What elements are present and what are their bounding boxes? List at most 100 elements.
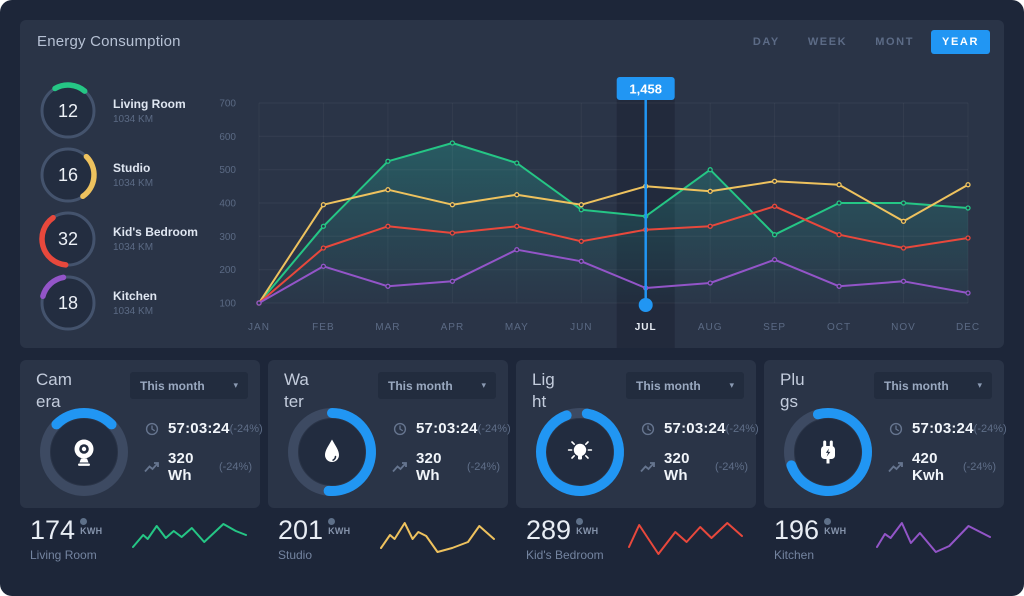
card-stats: 57:03:24 (-24%) 320 Wh (-24%) [640, 420, 759, 497]
svg-text:NOV: NOV [891, 322, 916, 333]
room-totals: 174 KWH Living Room 201 KWH [20, 516, 1004, 562]
plug-icon [821, 440, 835, 464]
total-studio: 201 KWH Studio [268, 516, 508, 562]
clock-icon [889, 422, 903, 435]
kwh-value: 201 [278, 514, 324, 545]
stat-row: 320 Wh (-24%) [392, 450, 500, 484]
period-dropdown[interactable]: This month ▾ [874, 372, 992, 399]
gauge-row-kids-bedroom: 32 Kid's Bedroom 1034 KM [37, 207, 198, 271]
svg-text:FEB: FEB [312, 322, 334, 333]
card-stats: 57:03:24 (-24%) 420 Kwh (-24%) [888, 420, 1007, 497]
card-title: Plu gs [780, 370, 805, 412]
svg-text:32: 32 [58, 229, 78, 249]
kwh-value: 174 [30, 514, 76, 545]
room-gauges: 12 Living Room 1034 KM 16 Studio 1034 KM [37, 79, 198, 335]
energy-line-chart[interactable]: 100 200 300 400 500 600 700 JAN FEB MAR APR MAY JUN J… [20, 20, 1004, 348]
gauge-row-living-room: 12 Living Room 1034 KM [37, 79, 198, 143]
room-label: Kitchen [774, 547, 815, 562]
card-stats: 57:03:24 (-24%) 320 Wh (-24%) [144, 420, 263, 497]
webcam-icon [74, 439, 94, 466]
energy-consumption-panel: Energy Consumption DAY WEEK MONT YEAR 10… [20, 20, 1004, 348]
gauge-sublabel: 1034 KM [113, 114, 154, 125]
dot-icon [576, 517, 584, 525]
gauge-row-studio: 16 Studio 1034 KM [37, 143, 198, 207]
sparkline-living-room [132, 523, 247, 548]
plugs-progress [778, 402, 878, 502]
svg-text:200: 200 [219, 265, 236, 276]
total-kitchen: 196 KWH Kitchen [764, 516, 1004, 562]
sparkline-studio [380, 522, 495, 553]
stat-row: 420 Kwh (-24%) [888, 450, 996, 484]
card-title: Wa ter [284, 370, 309, 412]
gauge-label: Living Room [113, 97, 186, 111]
kwh-unit: KWH [80, 525, 103, 536]
water-progress [282, 402, 382, 502]
card-stats: 57:03:24 (-24%) 320 Wh (-24%) [392, 420, 511, 497]
kwh-unit: KWH [824, 525, 847, 536]
chevron-down-icon: ▾ [481, 380, 486, 390]
tab-day[interactable]: DAY [752, 36, 780, 48]
stat-row: 57:03:24 (-24%) [888, 420, 1007, 437]
card-light: Lig ht This month ▾ [516, 360, 759, 508]
stat-row: 57:03:24 (-24%) [144, 420, 263, 437]
tab-week[interactable]: WEEK [807, 36, 848, 48]
svg-text:400: 400 [219, 199, 236, 210]
kwh-value: 196 [774, 514, 820, 545]
gauge-living-room-icon: 12 [40, 82, 96, 139]
light-bulb-icon [567, 441, 593, 460]
period-dropdown[interactable]: This month ▾ [626, 372, 744, 399]
device-cards: Cam era This month ▾ [20, 360, 1007, 508]
clock-icon [393, 422, 407, 435]
card-camera: Cam era This month ▾ [20, 360, 263, 508]
stat-row: 320 Wh (-24%) [144, 450, 252, 484]
page-title: Energy Consumption [37, 33, 181, 50]
svg-text:100: 100 [219, 299, 236, 310]
camera-progress [34, 402, 134, 502]
stat-row: 320 Wh (-24%) [640, 450, 748, 484]
gauge-label: Kitchen [113, 289, 158, 303]
trend-up-icon [640, 462, 655, 473]
svg-text:JUN: JUN [570, 322, 592, 333]
card-water: Wa ter This month ▾ [268, 360, 511, 508]
kwh-unit: KWH [576, 525, 599, 536]
period-dropdown[interactable]: This month ▾ [130, 372, 248, 399]
chevron-down-icon: ▾ [729, 380, 734, 390]
sparkline-kitchen [876, 522, 991, 553]
chevron-down-icon: ▾ [977, 380, 982, 390]
svg-text:AUG: AUG [698, 322, 723, 333]
svg-text:600: 600 [219, 132, 236, 143]
svg-text:JAN: JAN [248, 322, 270, 333]
sparkline-kids-bedroom [628, 522, 743, 555]
period-dropdown[interactable]: This month ▾ [378, 372, 496, 399]
gauge-label: Kid's Bedroom [113, 225, 198, 239]
gauge-kitchen-icon: 18 [40, 274, 96, 331]
svg-text:16: 16 [58, 165, 78, 185]
gauge-sublabel: 1034 KM [113, 178, 154, 189]
gauge-row-kitchen: 18 Kitchen 1034 KM [37, 271, 198, 335]
clock-icon [145, 422, 159, 435]
total-kids-bedroom: 289 KWH Kid's Bedroom [516, 516, 756, 562]
svg-text:JUL: JUL [635, 322, 657, 333]
gauge-sublabel: 1034 KM [113, 242, 154, 253]
room-label: Kid's Bedroom [526, 547, 604, 562]
gauge-kids-bedroom-icon: 32 [39, 211, 96, 268]
svg-text:MAR: MAR [375, 322, 400, 333]
gauge-label: Studio [113, 161, 151, 175]
card-title: Cam era [36, 370, 72, 412]
svg-text:1,458: 1,458 [629, 82, 662, 97]
svg-text:700: 700 [219, 99, 236, 110]
tab-month[interactable]: MONT [875, 36, 915, 48]
trend-up-icon [392, 462, 407, 473]
kwh-unit: KWH [328, 525, 351, 536]
dot-icon [824, 517, 832, 525]
svg-text:DEC: DEC [956, 322, 980, 333]
svg-text:OCT: OCT [827, 322, 851, 333]
card-plugs: Plu gs This month ▾ [764, 360, 1007, 508]
period-tabs: DAY WEEK MONT YEAR [742, 30, 990, 54]
svg-text:SEP: SEP [763, 322, 786, 333]
svg-text:18: 18 [58, 293, 78, 313]
clock-icon [641, 422, 655, 435]
svg-text:300: 300 [219, 232, 236, 243]
room-label: Living Room [30, 547, 97, 562]
tab-year[interactable]: YEAR [931, 30, 990, 54]
